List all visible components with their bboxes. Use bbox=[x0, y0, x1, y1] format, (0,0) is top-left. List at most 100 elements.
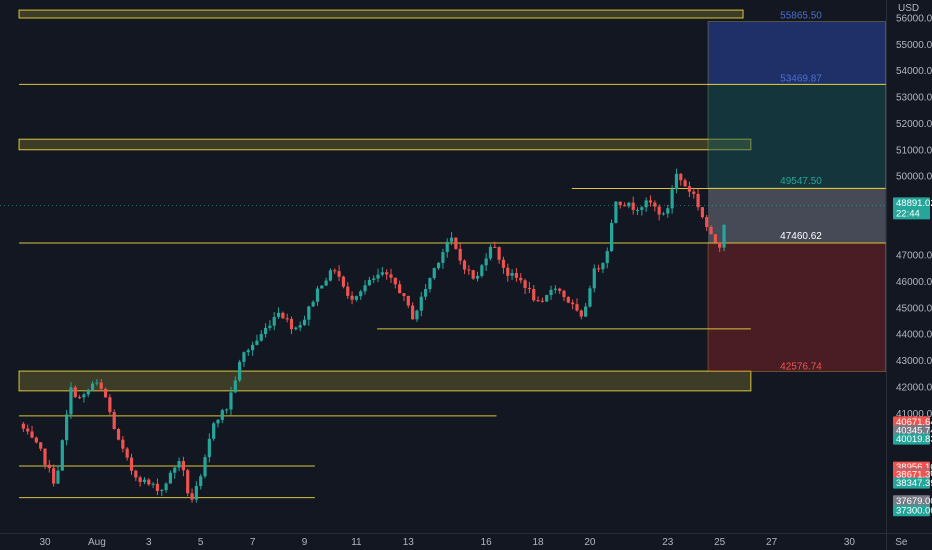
price-tag-value: 40345.74 bbox=[896, 425, 932, 436]
candle-body bbox=[635, 209, 640, 211]
candle-body bbox=[553, 288, 557, 290]
price-tick-label: 42000.00 bbox=[896, 382, 932, 393]
candle-body bbox=[519, 277, 523, 281]
zones-layer bbox=[18, 9, 752, 392]
candle-body bbox=[73, 387, 77, 398]
candle-body bbox=[411, 305, 415, 320]
candle-body bbox=[393, 277, 397, 285]
candle-body bbox=[142, 479, 147, 482]
candle-body bbox=[406, 295, 410, 306]
candle-body bbox=[320, 285, 324, 289]
candle-body bbox=[601, 263, 605, 270]
candle-body bbox=[428, 278, 432, 290]
candle-body bbox=[212, 423, 216, 439]
candle-body bbox=[562, 290, 566, 298]
candle-body bbox=[341, 276, 346, 287]
candle-body bbox=[484, 258, 488, 266]
price-tag-box bbox=[893, 197, 930, 220]
price-axis[interactable]: USD 56000.00 55000.00 54000.00 53000.00 5200… bbox=[896, 3, 932, 420]
candle-body bbox=[43, 448, 47, 465]
zone-rect bbox=[18, 370, 752, 392]
candle-body bbox=[592, 268, 596, 289]
candle-body bbox=[506, 267, 510, 276]
candle-body bbox=[488, 246, 493, 259]
candle-body bbox=[523, 280, 527, 288]
target-mid-label: 53469.87 bbox=[780, 74, 822, 85]
candle-body bbox=[177, 461, 181, 468]
candle-body bbox=[168, 472, 173, 484]
candle-body bbox=[436, 262, 441, 269]
candle-body bbox=[584, 306, 588, 317]
candle-body bbox=[696, 193, 700, 208]
candle-body bbox=[597, 268, 601, 270]
candle-body bbox=[372, 278, 376, 280]
candle-body bbox=[705, 217, 709, 227]
price-tag-box bbox=[893, 477, 930, 489]
candle-body bbox=[514, 273, 519, 278]
price-tag-countdown: 22:44 bbox=[896, 208, 920, 219]
candle-body bbox=[90, 383, 95, 390]
candle-body bbox=[674, 173, 679, 190]
candle-body bbox=[315, 288, 320, 302]
candle-body bbox=[246, 350, 250, 353]
candle-body bbox=[199, 476, 203, 486]
candle-body bbox=[679, 173, 683, 181]
candle-body bbox=[39, 442, 43, 449]
candle-body bbox=[194, 485, 198, 500]
candle-body bbox=[402, 293, 406, 296]
price-tag-value: 40019.83 bbox=[896, 434, 932, 445]
candle-body bbox=[700, 207, 704, 218]
stop-label: 42576.74 bbox=[780, 362, 822, 373]
candle-body bbox=[52, 468, 56, 484]
time-tick-label: 20 bbox=[584, 537, 596, 548]
candle-body bbox=[103, 388, 108, 398]
candle-body bbox=[380, 272, 384, 275]
candle-body bbox=[155, 483, 160, 491]
candle-body bbox=[112, 412, 116, 430]
candle-body bbox=[475, 275, 480, 279]
candle-body bbox=[575, 304, 579, 311]
price-tick-label: 43000.00 bbox=[896, 356, 932, 367]
candle-body bbox=[722, 224, 726, 248]
price-tag-value: 37300.00 bbox=[896, 506, 932, 517]
price-tick-label: 52000.00 bbox=[896, 119, 932, 130]
candle-body bbox=[225, 409, 229, 411]
price-tag-box bbox=[893, 424, 930, 436]
candle-body bbox=[653, 202, 657, 207]
candle-body bbox=[588, 288, 592, 307]
candle-body bbox=[462, 260, 467, 270]
price-tag-box bbox=[893, 433, 930, 445]
candle-body bbox=[173, 467, 177, 473]
candle-body bbox=[558, 288, 562, 291]
candle-body bbox=[60, 440, 64, 471]
price-tag-value: 48891.02 bbox=[896, 198, 932, 209]
candle-body bbox=[648, 200, 653, 203]
candle-body bbox=[302, 319, 307, 326]
long-position-tool[interactable] bbox=[707, 21, 887, 373]
annotations-layer: 55865.50 53469.87 49547.50 47460.62 42576.74 bbox=[780, 11, 822, 373]
candle-body bbox=[116, 429, 121, 440]
time-tick-label: 11 bbox=[351, 537, 362, 548]
candle-body bbox=[640, 207, 644, 210]
time-tick-label: 25 bbox=[714, 537, 726, 548]
candle-body bbox=[657, 206, 661, 215]
price-tick-label: 46000.00 bbox=[896, 277, 932, 288]
candle-body bbox=[268, 325, 272, 328]
candle-body bbox=[666, 208, 670, 214]
candle-body bbox=[661, 213, 666, 215]
price-tag-box bbox=[893, 495, 930, 507]
candle-body bbox=[644, 200, 648, 208]
candle-body bbox=[497, 247, 501, 260]
candle-body bbox=[363, 285, 367, 292]
time-axis[interactable]: 30 Aug 3 5 7 9 11 13 16 18 20 23 25 27 30 Se bbox=[39, 537, 907, 548]
candle-body bbox=[151, 483, 155, 485]
candle-body bbox=[30, 431, 34, 438]
candle-body bbox=[350, 295, 354, 300]
price-tag-box bbox=[893, 416, 930, 428]
time-tick-label: 30 bbox=[39, 537, 51, 548]
time-tick-label: 27 bbox=[766, 537, 778, 548]
zone-rect bbox=[18, 9, 744, 19]
